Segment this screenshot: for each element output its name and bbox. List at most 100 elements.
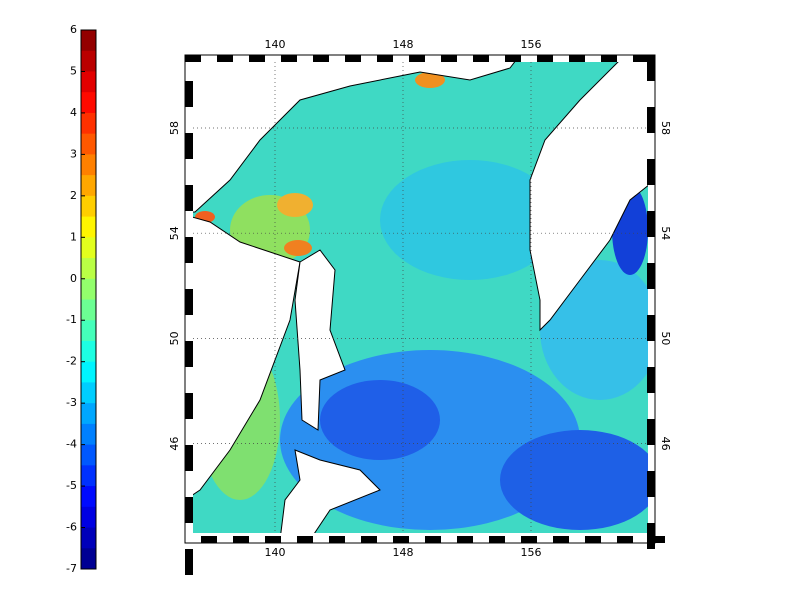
- colorbar-band: [81, 195, 96, 218]
- border-check: [185, 81, 193, 107]
- border-check: [409, 55, 425, 62]
- border-check: [457, 536, 473, 543]
- sea-patch: [380, 160, 560, 280]
- border-check: [617, 536, 633, 543]
- colorbar-band: [81, 92, 96, 114]
- lon-label-bottom: 156: [521, 546, 542, 559]
- colorbar-tick-label: -1: [66, 313, 77, 326]
- lat-label-right: 58: [659, 121, 672, 135]
- colorbar-band: [81, 444, 96, 466]
- border-check: [569, 55, 585, 62]
- border-check: [185, 289, 193, 315]
- border-check: [377, 55, 393, 62]
- border-check: [647, 367, 655, 393]
- lat-label-right: 50: [659, 331, 672, 345]
- border-check: [585, 536, 601, 543]
- border-check: [297, 536, 313, 543]
- border-check: [281, 55, 297, 62]
- border-check: [521, 536, 537, 543]
- border-check: [329, 536, 345, 543]
- colorbar-band: [81, 465, 96, 487]
- border-check: [185, 393, 193, 419]
- border-check: [505, 55, 521, 62]
- lat-label-left: 46: [168, 437, 181, 451]
- border-check: [185, 549, 193, 575]
- lon-label-top: 148: [393, 38, 414, 51]
- border-check: [217, 55, 233, 62]
- lon-label-bottom: 140: [265, 546, 286, 559]
- colorbar-band: [81, 133, 96, 155]
- colorbar-band: [81, 548, 96, 570]
- mainland: [193, 216, 301, 496]
- colorbar-tick-label: -3: [66, 396, 77, 409]
- colorbar-tick-label: 0: [70, 272, 77, 285]
- colorbar-band: [81, 403, 96, 425]
- colorbar-tick-label: 3: [70, 147, 77, 160]
- colorbar-band: [81, 50, 96, 72]
- border-check: [647, 315, 655, 341]
- lat-label-left: 58: [168, 121, 181, 135]
- colorbar-band: [81, 320, 96, 342]
- colorbar-band: [81, 71, 96, 93]
- border-check: [647, 263, 655, 289]
- colorbar-tick-label: 2: [70, 189, 77, 202]
- lat-label-right: 46: [659, 437, 672, 451]
- border-check: [647, 107, 655, 133]
- colorbar-band: [81, 216, 96, 238]
- lon-label-top: 156: [521, 38, 542, 51]
- lat-label-left: 50: [168, 331, 181, 345]
- border-check: [345, 55, 361, 62]
- border-check: [393, 536, 409, 543]
- sea-patch: [277, 193, 313, 217]
- border-check: [601, 55, 617, 62]
- border-check: [249, 55, 265, 62]
- border-check: [185, 133, 193, 159]
- border-check: [185, 185, 193, 211]
- border-check: [361, 536, 377, 543]
- border-check: [425, 536, 441, 543]
- colorbar-band: [81, 527, 96, 549]
- colorbar-band: [81, 299, 96, 321]
- colorbar-band: [81, 30, 96, 52]
- border-check: [185, 497, 193, 523]
- border-check: [313, 55, 329, 62]
- colorbar-tick-label: 4: [70, 106, 77, 119]
- colorbar-tick-label: -6: [66, 521, 77, 534]
- sea-patch: [500, 430, 648, 530]
- border-check: [185, 237, 193, 263]
- colorbar-band: [81, 154, 96, 176]
- sea-patch: [415, 72, 445, 88]
- kamchatka: [529, 62, 648, 332]
- sea-patch: [320, 380, 440, 460]
- lon-label-bottom: 148: [393, 546, 414, 559]
- border-check: [649, 536, 665, 543]
- border-check: [489, 536, 505, 543]
- colorbar-band: [81, 112, 96, 135]
- border-check: [633, 55, 649, 62]
- colorbar-band: [81, 340, 96, 363]
- colorbar-tick-label: -2: [66, 355, 77, 368]
- border-check: [553, 536, 569, 543]
- border-check: [441, 55, 457, 62]
- colorbar-band: [81, 278, 96, 300]
- border-check: [647, 55, 655, 81]
- colorbar-tick-label: 5: [70, 64, 77, 77]
- border-check: [647, 523, 655, 549]
- border-check: [185, 341, 193, 367]
- border-check: [473, 55, 489, 62]
- border-check: [647, 471, 655, 497]
- colorbar-tick-label: -5: [66, 479, 77, 492]
- colorbar-band: [81, 486, 96, 508]
- colorbar-band: [81, 175, 96, 197]
- colorbar-band: [81, 382, 96, 404]
- colorbar-band: [81, 506, 96, 529]
- colorbar-tick-label: 6: [70, 23, 77, 36]
- lat-label-left: 54: [168, 226, 181, 240]
- lat-label-right: 54: [659, 226, 672, 240]
- border-check: [265, 536, 281, 543]
- border-check: [537, 55, 553, 62]
- sakhalin: [294, 249, 346, 431]
- colorbar-band: [81, 423, 96, 446]
- colorbar-frame: [80, 29, 97, 570]
